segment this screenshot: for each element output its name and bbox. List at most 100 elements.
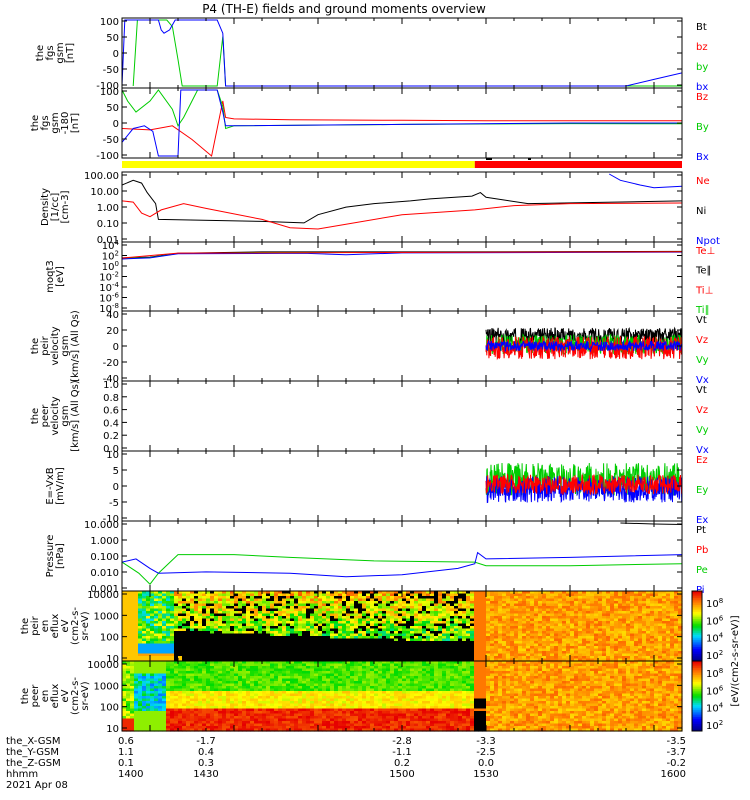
peir-spectrogram-cell (222, 638, 227, 642)
peir-spectrogram-cell (442, 616, 447, 620)
peir-spectrogram-cell (230, 606, 235, 610)
peir-spectrogram-cell (534, 613, 539, 617)
peir-spectrogram-cell (394, 621, 399, 625)
peir-spectrogram-cell (506, 653, 511, 657)
peir-spectrogram-cell (138, 596, 143, 600)
peir-spectrogram-cell (426, 628, 431, 632)
peir-spectrogram-cell (570, 616, 575, 620)
peir-spectrogram-cell (662, 628, 667, 632)
peir-spectrogram-cell (138, 653, 143, 657)
peir-spectrogram-cell (430, 621, 435, 625)
peir-spectrogram-cell (334, 606, 339, 610)
peir-spectrogram-cell (630, 593, 635, 597)
peir-spectrogram-cell (186, 658, 191, 662)
peir-spectrogram-cell (122, 643, 127, 647)
peir-spectrogram-cell (302, 621, 307, 625)
peir-spectrogram-cell (278, 603, 283, 607)
peir-spectrogram-cell (566, 648, 571, 652)
peir-spectrogram-cell (358, 643, 363, 647)
peir-spectrogram-cell (586, 601, 591, 605)
peir-spectrogram-cell (502, 613, 507, 617)
peir-spectrogram-cell (510, 621, 515, 625)
peir-spectrogram-cell (294, 646, 299, 650)
peir-spectrogram-cell (514, 646, 519, 650)
peir-spectrogram-cell (502, 603, 507, 607)
peir-spectrogram-cell (402, 658, 407, 662)
peer-spectrogram-cell (162, 671, 167, 675)
peir-spectrogram-cell (642, 646, 647, 650)
peir-spectrogram-cell (374, 591, 379, 595)
peir-spectrogram-cell (398, 608, 403, 612)
peir-spectrogram-cell (574, 641, 579, 645)
peir-spectrogram-cell (302, 606, 307, 610)
peir-spectrogram-cell (350, 603, 355, 607)
peir-spectrogram-cell (534, 618, 539, 622)
peir-spectrogram-cell (634, 623, 639, 627)
peir-spectrogram-cell (374, 603, 379, 607)
peir-spectrogram-cell (458, 616, 463, 620)
peir-spectrogram-cell (286, 593, 291, 597)
peir-spectrogram-cell (138, 648, 143, 652)
peir-spectrogram-cell (190, 621, 195, 625)
peir-spectrogram-cell (602, 596, 607, 600)
peir-spectrogram-cell (642, 636, 647, 640)
peir-spectrogram-cell (194, 641, 199, 645)
peir-spectrogram-cell (278, 653, 283, 657)
peir-spectrogram-cell (594, 636, 599, 640)
peir-spectrogram-cell (254, 591, 259, 595)
peir-spectrogram-cell (158, 643, 163, 647)
peir-spectrogram-cell (206, 636, 211, 640)
peer-spectrogram-cell (170, 663, 175, 667)
peir-spectrogram-cell (154, 616, 159, 620)
peir-spectrogram-cell (210, 603, 215, 607)
peir-spectrogram-cell (358, 638, 363, 642)
peir-spectrogram-cell (674, 603, 679, 607)
peir-spectrogram-cell (670, 591, 675, 595)
peir-spectrogram-cell (350, 621, 355, 625)
peir-spectrogram-cell (418, 593, 423, 597)
fgs-gsm-legend-by: by (696, 62, 708, 73)
peir-spectrogram-cell (426, 623, 431, 627)
peir-spectrogram-cell (658, 623, 663, 627)
peir-spectrogram-cell (278, 591, 283, 595)
peir-spectrogram-cell (230, 651, 235, 655)
peir-spectrogram-cell (502, 658, 507, 662)
peir-spectrogram-cell (206, 591, 211, 595)
peir-spectrogram-cell (546, 591, 551, 595)
peir-spectrogram-cell (378, 623, 383, 627)
peir-spectrogram-cell (662, 631, 667, 635)
peir-spectrogram-cell (302, 608, 307, 612)
peer-spectrogram-cell (174, 663, 179, 667)
peer-spectrogram-cell (142, 666, 147, 670)
peir-spectrogram-cell (342, 593, 347, 597)
peir-spectrogram-cell (478, 593, 483, 597)
peir-spectrogram-cell (474, 628, 479, 632)
peir-spectrogram-cell (450, 626, 455, 630)
peir-spectrogram-cell (582, 636, 587, 640)
peir-spectrogram-cell (234, 656, 239, 660)
peir-spectrogram-cell (570, 608, 575, 612)
peir-spectrogram-cell (414, 648, 419, 652)
peir-spectrogram-cell (146, 636, 151, 640)
peir-spectrogram-cell (542, 603, 547, 607)
peir-spectrogram-cell (562, 598, 567, 602)
peir-spectrogram-cell (378, 646, 383, 650)
peir-spectrogram-cell (158, 596, 163, 600)
peer-spectrogram-cell (158, 701, 163, 705)
peir-spectrogram-cell (494, 608, 499, 612)
peir-spectrogram-cell (218, 628, 223, 632)
peir-spectrogram-cell (282, 631, 287, 635)
peir-spectrogram-cell (594, 651, 599, 655)
peir-spectrogram-cell (462, 628, 467, 632)
peir-spectrogram-cell (678, 603, 683, 607)
peir-spectrogram-cell (534, 623, 539, 627)
peir-spectrogram-cell (522, 623, 527, 627)
peir-spectrogram-cell (582, 641, 587, 645)
peir-spectrogram-cell (526, 601, 531, 605)
peir-spectrogram-cell (202, 636, 207, 640)
peir-spectrogram-cell (322, 608, 327, 612)
peir-spectrogram-cell (610, 596, 615, 600)
peir-spectrogram-cell (622, 591, 627, 595)
peir-spectrogram-cell (506, 631, 511, 635)
peir-spectrogram-cell (386, 601, 391, 605)
